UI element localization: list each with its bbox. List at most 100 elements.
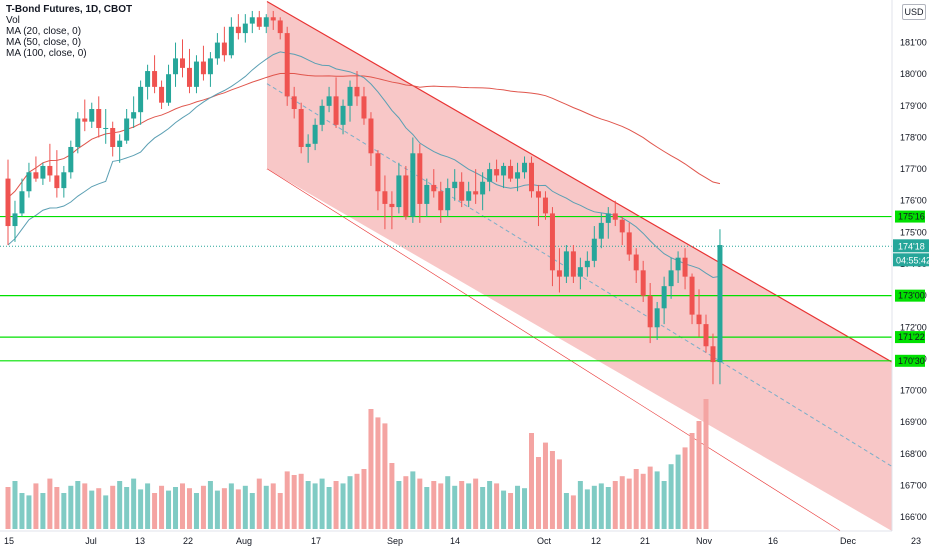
volume-bar[interactable] — [263, 485, 269, 529]
volume-bar[interactable] — [396, 481, 402, 529]
candle-body[interactable] — [319, 105, 325, 125]
volume-bar[interactable] — [221, 488, 227, 529]
volume-bar[interactable] — [5, 487, 11, 529]
volume-bar[interactable] — [633, 469, 639, 529]
legend-ma20[interactable]: MA (20, close, 0) — [6, 26, 82, 37]
volume-bar[interactable] — [47, 478, 53, 529]
volume-bar[interactable] — [501, 490, 507, 529]
volume-bar[interactable] — [312, 483, 318, 529]
volume-bar[interactable] — [452, 485, 458, 529]
volume-bar[interactable] — [682, 447, 688, 529]
candle-body[interactable] — [103, 127, 109, 129]
candle-body[interactable] — [263, 17, 269, 27]
candle-body[interactable] — [354, 86, 360, 97]
volume-bar[interactable] — [26, 495, 32, 529]
candle-body[interactable] — [361, 96, 367, 119]
candle-body[interactable] — [480, 181, 486, 195]
level-tag[interactable] — [895, 210, 925, 223]
volume-bar[interactable] — [689, 433, 695, 529]
volume-bar[interactable] — [605, 487, 611, 529]
volume-bar[interactable] — [424, 487, 430, 529]
candle-body[interactable] — [82, 118, 88, 122]
volume-bar[interactable] — [291, 475, 297, 529]
volume-bar[interactable] — [556, 459, 562, 529]
volume-bar[interactable] — [703, 399, 709, 529]
candle-body[interactable] — [487, 169, 493, 182]
candle-body[interactable] — [340, 105, 346, 125]
candle-body[interactable] — [535, 191, 541, 198]
candle-body[interactable] — [452, 181, 458, 189]
candle-body[interactable] — [131, 112, 137, 119]
candle-body[interactable] — [710, 346, 716, 363]
candle-body[interactable] — [12, 213, 18, 227]
candle-body[interactable] — [675, 257, 681, 271]
candle-body[interactable] — [389, 203, 395, 208]
candle-body[interactable] — [619, 219, 625, 233]
volume-bar[interactable] — [173, 487, 179, 529]
candle-body[interactable] — [410, 153, 416, 217]
candle-body[interactable] — [570, 251, 576, 277]
candle-body[interactable] — [124, 118, 130, 141]
candle-body[interactable] — [159, 86, 165, 103]
volume-bar[interactable] — [529, 433, 534, 529]
volume-bar[interactable] — [61, 493, 67, 529]
candle-body[interactable] — [445, 188, 451, 211]
legend-ma100[interactable]: MA (100, close, 0) — [6, 48, 87, 59]
candle-body[interactable] — [689, 276, 695, 315]
volume-bar[interactable] — [647, 466, 653, 529]
volume-bar[interactable] — [577, 481, 583, 529]
candle-body[interactable] — [403, 175, 409, 217]
candle-body[interactable] — [424, 184, 430, 204]
candle-body[interactable] — [598, 222, 604, 239]
channel-upper-line[interactable] — [266, 0, 893, 363]
candle-body[interactable] — [89, 109, 95, 122]
volume-bar[interactable] — [361, 469, 367, 529]
candle-body[interactable] — [305, 143, 311, 147]
candle-body[interactable] — [515, 172, 521, 179]
volume-bar[interactable] — [445, 476, 451, 529]
volume-bar[interactable] — [82, 483, 88, 529]
candle-body[interactable] — [5, 178, 11, 227]
volume-bar[interactable] — [193, 493, 199, 529]
last-price-tag[interactable] — [893, 239, 929, 253]
candle-body[interactable] — [396, 175, 402, 208]
volume-bar[interactable] — [103, 495, 109, 529]
volume-bar[interactable] — [598, 483, 604, 529]
candle-body[interactable] — [235, 26, 241, 34]
volume-bar[interactable] — [696, 421, 702, 529]
candle-body[interactable] — [717, 245, 723, 363]
volume-bar[interactable] — [382, 423, 388, 529]
volume-bar[interactable] — [515, 485, 521, 529]
volume-bar[interactable] — [326, 487, 332, 529]
volume-bar[interactable] — [494, 483, 500, 529]
candle-body[interactable] — [577, 267, 583, 277]
volume-bar[interactable] — [675, 454, 681, 529]
candle-body[interactable] — [256, 17, 262, 27]
volume-bar[interactable] — [535, 457, 541, 529]
candle-body[interactable] — [117, 140, 123, 147]
candle-body[interactable] — [542, 197, 548, 214]
candle-body[interactable] — [249, 17, 255, 24]
candle-body[interactable] — [661, 286, 667, 309]
volume-bar[interactable] — [459, 481, 465, 529]
volume-bar[interactable] — [33, 483, 39, 529]
volume-bar[interactable] — [466, 483, 472, 529]
volume-bar[interactable] — [305, 481, 311, 529]
volume-bar[interactable] — [549, 451, 555, 529]
volume-bar[interactable] — [438, 483, 444, 529]
volume-bar[interactable] — [214, 490, 220, 529]
candle-body[interactable] — [626, 232, 632, 255]
candle-body[interactable] — [417, 153, 423, 204]
candle-body[interactable] — [522, 162, 528, 173]
volume-bar[interactable] — [249, 493, 255, 529]
candle-body[interactable] — [382, 191, 388, 204]
volume-bar[interactable] — [333, 481, 339, 529]
candle-body[interactable] — [298, 109, 304, 147]
volume-bar[interactable] — [473, 478, 479, 529]
volume-bar[interactable] — [186, 488, 192, 529]
candle-body[interactable] — [96, 109, 102, 128]
candle-body[interactable] — [549, 213, 555, 271]
volume-bar[interactable] — [410, 471, 416, 529]
candle-body[interactable] — [110, 127, 116, 147]
candle-body[interactable] — [494, 169, 500, 176]
